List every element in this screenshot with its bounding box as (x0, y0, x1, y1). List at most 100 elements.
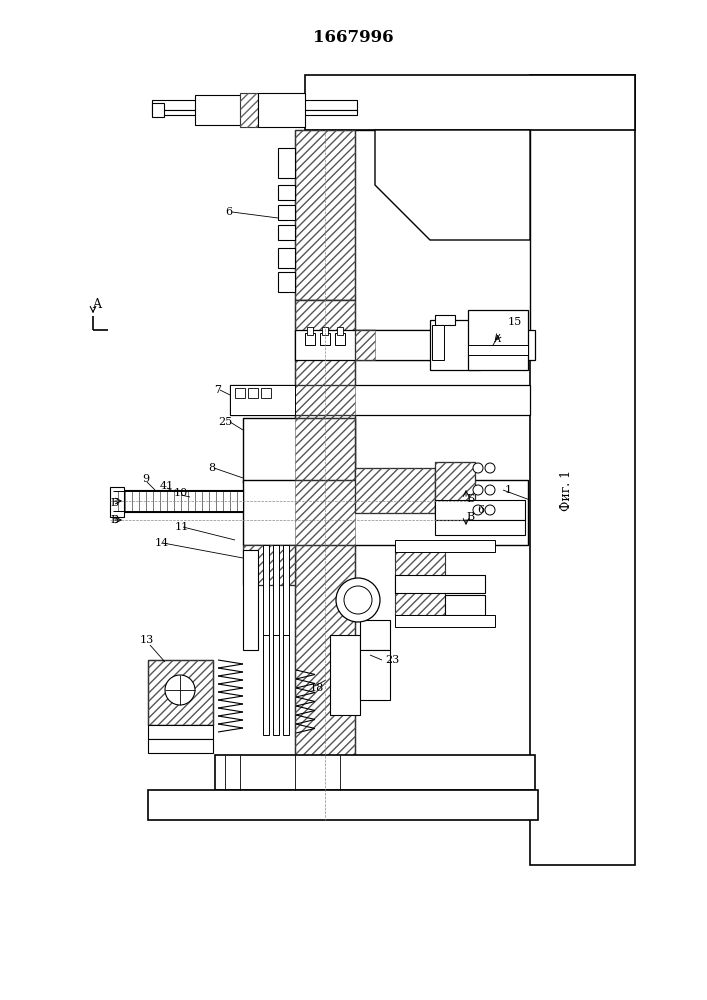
Bar (261, 388, 271, 398)
Bar (263, 635, 269, 735)
Bar (435, 520, 525, 535)
Bar (273, 545, 279, 665)
Bar (230, 385, 530, 415)
Bar (235, 388, 245, 398)
Bar (335, 333, 345, 345)
Bar (230, 385, 295, 415)
Text: 41: 41 (160, 481, 174, 491)
Bar (435, 462, 475, 520)
Bar (395, 545, 445, 615)
Text: 13: 13 (140, 635, 154, 645)
Bar (148, 660, 213, 725)
Bar (278, 205, 295, 220)
Text: A: A (493, 336, 500, 344)
Bar (395, 540, 495, 552)
Bar (395, 545, 445, 615)
Bar (152, 103, 164, 117)
Bar (468, 310, 528, 370)
Text: 23: 23 (385, 655, 399, 665)
Bar (243, 480, 528, 545)
Text: Фиг. 1: Фиг. 1 (561, 469, 573, 511)
Text: 11: 11 (175, 522, 189, 532)
Bar (295, 130, 355, 300)
Polygon shape (258, 93, 305, 127)
Bar (113, 490, 243, 512)
Bar (148, 660, 213, 725)
Bar (283, 635, 289, 735)
Bar (360, 650, 390, 700)
Bar (355, 468, 435, 513)
Text: 7: 7 (214, 385, 221, 395)
Bar (307, 327, 313, 335)
Bar (295, 300, 355, 800)
Circle shape (485, 485, 495, 495)
Bar (295, 480, 355, 545)
Bar (243, 545, 295, 585)
Text: 10: 10 (174, 488, 188, 498)
Bar (435, 315, 455, 325)
Circle shape (344, 586, 372, 614)
Text: 25: 25 (218, 417, 233, 427)
Bar (243, 545, 295, 585)
Bar (322, 327, 328, 335)
Bar (530, 75, 635, 865)
Text: 18: 18 (310, 683, 325, 693)
Bar (395, 575, 485, 593)
Bar (248, 388, 258, 398)
Bar (295, 130, 355, 300)
Bar (240, 93, 258, 127)
Bar (355, 330, 375, 360)
Text: A: A (92, 298, 101, 312)
Circle shape (336, 578, 380, 622)
Circle shape (485, 463, 495, 473)
Bar (320, 333, 330, 345)
Bar (273, 635, 279, 735)
Circle shape (473, 485, 483, 495)
Bar (278, 225, 295, 240)
Bar (152, 100, 357, 110)
Circle shape (165, 675, 195, 705)
Bar (243, 418, 355, 483)
Bar (432, 325, 444, 360)
Bar (295, 385, 355, 415)
Bar (263, 545, 269, 665)
Bar (330, 635, 360, 715)
Bar (278, 148, 295, 178)
Bar (195, 95, 265, 125)
Bar (283, 545, 289, 665)
Bar (295, 418, 355, 483)
Bar (148, 725, 213, 739)
Bar (278, 272, 295, 292)
Bar (435, 500, 525, 520)
Text: 8: 8 (208, 463, 215, 473)
Bar (468, 345, 528, 355)
Bar (355, 468, 435, 513)
Bar (278, 185, 295, 200)
Bar (148, 790, 538, 820)
Circle shape (485, 505, 495, 515)
Circle shape (473, 505, 483, 515)
Bar (395, 615, 495, 627)
Bar (295, 330, 535, 360)
Text: Б: Б (110, 498, 118, 508)
Bar (305, 333, 315, 345)
Bar (355, 330, 475, 360)
Text: 15: 15 (508, 317, 522, 327)
Text: В: В (110, 515, 118, 525)
Bar (152, 110, 357, 115)
Bar (243, 550, 258, 650)
Text: 6: 6 (225, 207, 232, 217)
Text: 1667996: 1667996 (312, 29, 393, 46)
Bar (435, 462, 475, 520)
Bar (110, 487, 124, 517)
Bar (337, 327, 343, 335)
Bar (278, 248, 295, 268)
Bar (305, 75, 635, 130)
Bar (240, 93, 258, 127)
Text: Б: Б (466, 494, 474, 504)
Circle shape (473, 463, 483, 473)
Bar (445, 595, 485, 615)
Text: 6: 6 (477, 505, 484, 515)
Bar (215, 755, 535, 790)
Bar (295, 300, 355, 800)
